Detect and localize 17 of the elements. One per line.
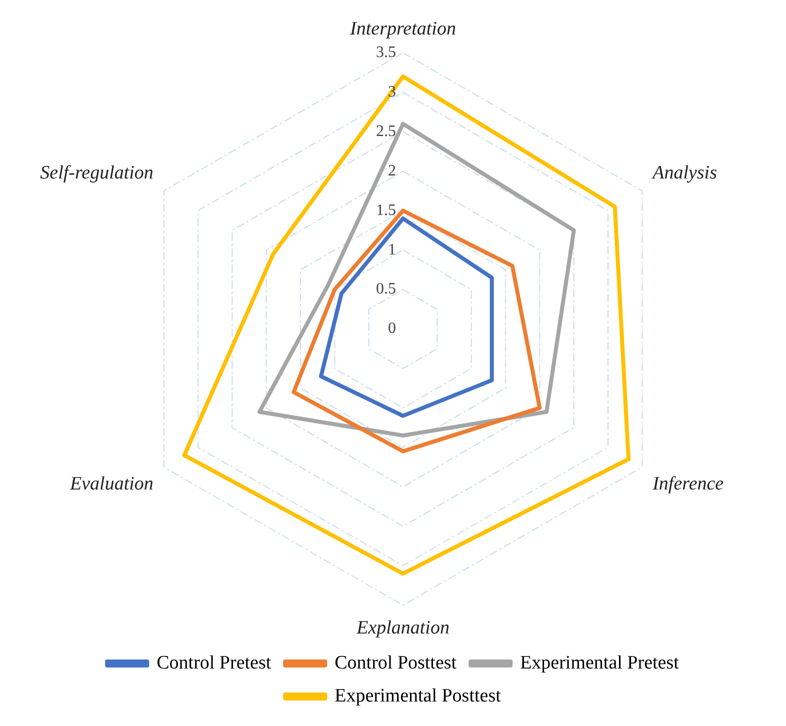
legend-label: Control Pretest: [156, 652, 272, 674]
spoke-label: Evaluation: [69, 474, 154, 494]
legend-label: Control Posttest: [334, 652, 458, 674]
y-tick-label: 2.5: [376, 122, 396, 140]
spoke-label: Self-regulation: [40, 162, 154, 184]
y-tick-label: 3.5: [376, 44, 396, 62]
y-tick-label: 1: [388, 241, 396, 258]
y-tick-label: 0.5: [376, 280, 396, 298]
spoke-label: Inference: [652, 474, 724, 494]
spoke-label: Analysis: [650, 162, 717, 184]
spoke-label: Explanation: [356, 618, 450, 639]
y-tick-label: 2: [388, 162, 396, 180]
legend-label: Experimental Posttest: [334, 685, 502, 706]
legend-label: Experimental Pretest: [520, 652, 680, 674]
y-tick-label: 1.5: [376, 202, 396, 219]
y-tick-label: 0: [388, 320, 396, 338]
spoke-label: Interpretation: [349, 18, 456, 40]
